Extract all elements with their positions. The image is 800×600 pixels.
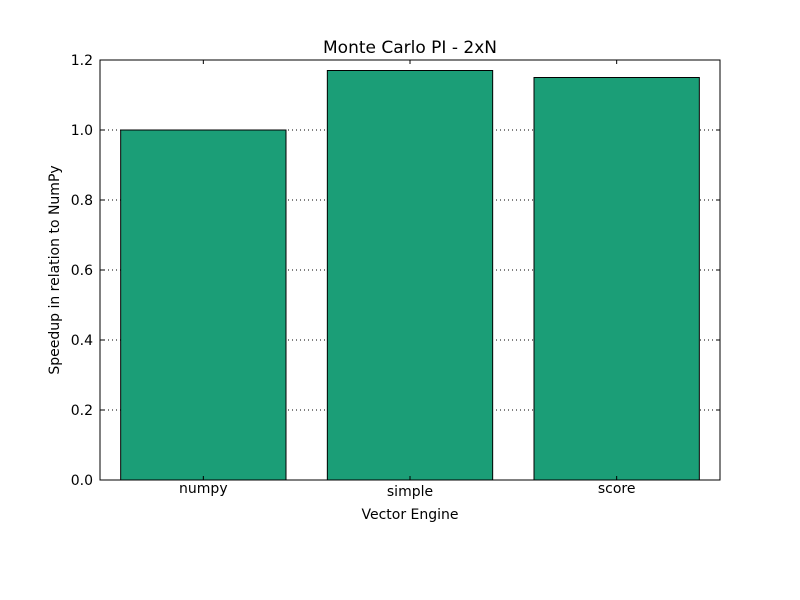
bar-simple xyxy=(326,70,494,481)
x-tick-label-simple: simple xyxy=(387,484,433,500)
x-tick-label-numpy: numpy xyxy=(179,481,228,497)
y-tick-label: 0.2 xyxy=(71,403,93,419)
y-axis: 0.0 0.2 0.4 0.6 0.8 1.0 1.2 xyxy=(71,53,720,489)
y-tick-label: 0.0 xyxy=(71,473,93,489)
x-tick-label-score: score xyxy=(598,481,636,497)
y-tick-label: 0.4 xyxy=(71,333,93,349)
y-tick-label: 1.0 xyxy=(71,123,93,139)
x-axis-label: Vector Engine xyxy=(361,507,458,523)
bar-score xyxy=(533,77,700,481)
chart-title: Monte Carlo PI - 2xN xyxy=(323,38,497,58)
y-tick-label: 1.2 xyxy=(71,53,93,69)
y-tick-label: 0.6 xyxy=(71,263,93,279)
x-axis: numpy simple score xyxy=(179,60,635,500)
bar-numpy xyxy=(120,129,287,481)
y-tick-label: 0.8 xyxy=(71,193,93,209)
bars xyxy=(120,70,700,481)
y-axis-label: Speedup in relation to NumPy xyxy=(47,165,63,374)
